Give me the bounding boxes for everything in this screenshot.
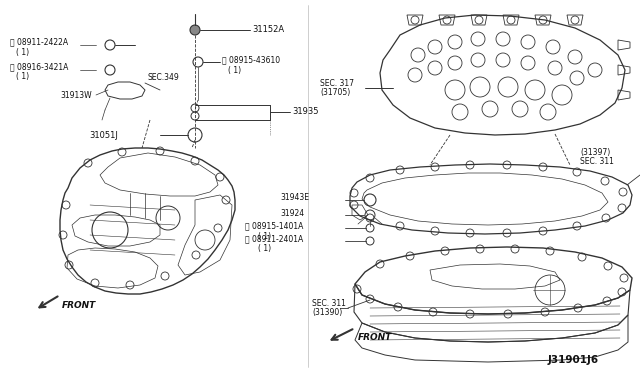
Text: ( 1): ( 1) (258, 231, 271, 241)
Text: 31924: 31924 (280, 208, 304, 218)
Text: Ⓝ 08915-1401A: Ⓝ 08915-1401A (245, 221, 303, 231)
Text: (31397): (31397) (580, 148, 611, 157)
Text: FRONT: FRONT (62, 301, 96, 310)
Text: ( 1): ( 1) (228, 65, 241, 74)
Circle shape (190, 25, 200, 35)
Text: Ⓝ 08916-3421A: Ⓝ 08916-3421A (10, 62, 68, 71)
Text: SEC. 311: SEC. 311 (312, 298, 346, 308)
Text: ( 1): ( 1) (16, 48, 29, 57)
Text: 31935: 31935 (292, 108, 319, 116)
Text: Ⓝ 08911-2422A: Ⓝ 08911-2422A (10, 38, 68, 46)
Text: Ⓝ 08915-43610: Ⓝ 08915-43610 (222, 55, 280, 64)
Text: J31901J6: J31901J6 (548, 355, 599, 365)
Text: 31152A: 31152A (252, 26, 284, 35)
Text: ( 1): ( 1) (258, 244, 271, 253)
Text: SEC. 317: SEC. 317 (320, 78, 354, 87)
Text: 31943E: 31943E (280, 193, 309, 202)
Text: (31705): (31705) (320, 89, 350, 97)
Text: ( 1): ( 1) (16, 73, 29, 81)
Text: 31913W: 31913W (60, 90, 92, 99)
Text: SEC. 311: SEC. 311 (580, 157, 614, 167)
Text: 31051J: 31051J (89, 131, 118, 140)
Text: (31390): (31390) (312, 308, 342, 317)
Text: FRONT: FRONT (358, 333, 392, 341)
Text: SEC.349: SEC.349 (148, 74, 180, 83)
Text: Ⓝ 08911-2401A: Ⓝ 08911-2401A (245, 234, 303, 244)
